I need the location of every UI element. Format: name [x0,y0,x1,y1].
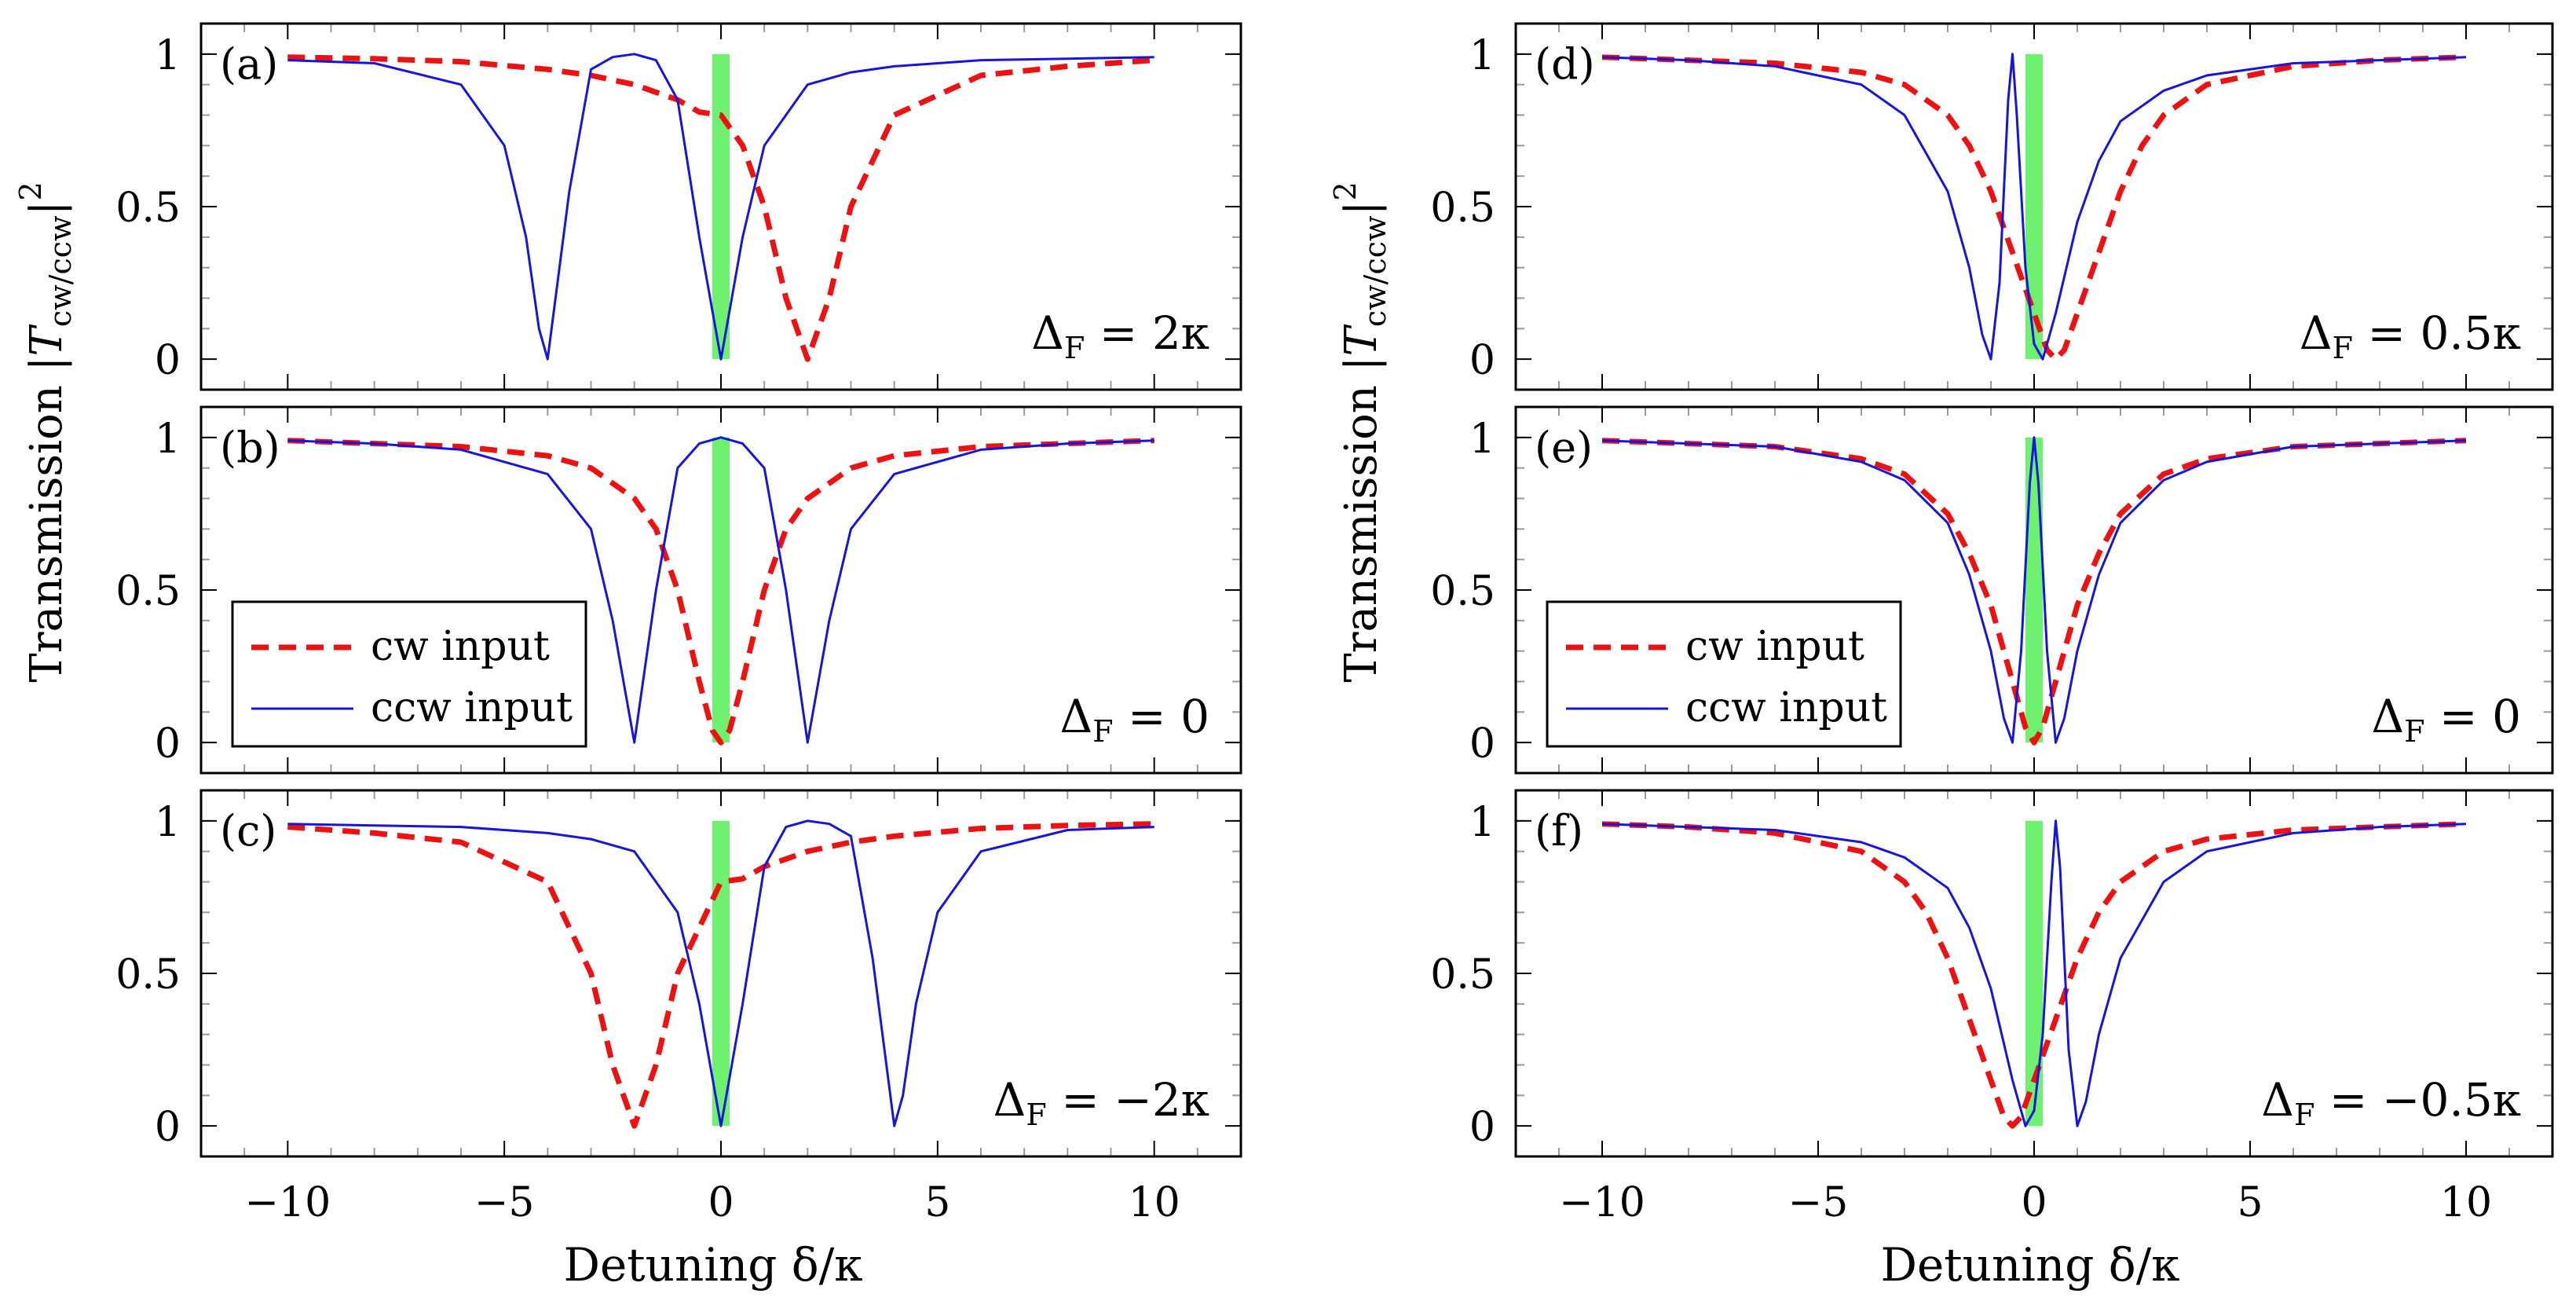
legend-ccw-label: ccw input [1685,684,1887,731]
panels: 0 0.5 1 (a) ΔF = 2κ 0 0.5 1 (b) ΔF = 0 cw input ccw… [115,22,2554,1226]
legend-cw-label: cw input [1685,623,1864,670]
ylabel-right: Transmission |Tcw/ccw|2 [1328,181,1392,682]
ccw-series-line [287,819,1154,1127]
y-tick-label: 1 [1469,416,1495,463]
y-tick-label: 1 [155,416,181,463]
y-tick-label: 0.5 [1430,185,1495,232]
x-tick-label: 5 [2237,1179,2263,1226]
ylabel-left: Transmission |Tcw/ccw|2 [13,181,78,682]
x-tick-label: −10 [1559,1179,1645,1226]
y-tick-label: 0 [155,337,181,384]
cw-series-line [287,438,1154,746]
x-tick-label: −5 [474,1179,535,1226]
delta-f-annotation: ΔF = 0 [2371,690,2521,749]
cw-series-line [287,54,1154,362]
x-tick-label: −5 [1788,1179,1849,1226]
panel-d: 0 0.5 1 (d) ΔF = 0.5κ [1430,22,2554,391]
panel-b: 0 0.5 1 (b) ΔF = 0 cw input ccw input [115,405,1242,775]
xlabel-right: Detuning δ/κ [1880,1238,2179,1292]
y-tick-label: 0.5 [1430,568,1495,615]
delta-f-annotation: ΔF = −0.5κ [2261,1073,2521,1132]
x-tick-label: 10 [1129,1179,1180,1226]
zero-detuning-band [712,437,730,743]
y-tick-label: 0.5 [115,568,181,615]
panel-f: 0 0.5 1 −10 −5 0 5 10 (f) ΔF = −0.5κ [1430,789,2554,1226]
y-tick-label: 0 [155,1104,181,1151]
zero-detuning-band [712,53,730,360]
legend-cw-label: cw input [371,623,550,670]
zero-detuning-band [2025,437,2043,743]
cw-series-line [1601,54,2467,362]
ccw-series-line [287,53,1154,361]
axes-frame [199,789,1242,1158]
xlabel-left: Detuning δ/κ [563,1238,862,1292]
cw-series-line [1601,821,2467,1129]
y-tick-label: 1 [155,32,181,79]
panel-label: (c) [220,806,276,856]
x-tick-label: −10 [244,1179,331,1226]
axes-frame [1514,405,2554,775]
zero-detuning-band [2025,820,2043,1127]
cw-series-line [1601,438,2467,746]
panel-label: (d) [1535,39,1595,89]
panel-a: 0 0.5 1 (a) ΔF = 2κ [115,22,1242,391]
legend-ccw-label: ccw input [371,684,573,731]
ccw-series-line [1601,53,2467,361]
panel-label: (e) [1535,423,1593,472]
axes-frame [199,22,1242,391]
panel-label: (a) [220,39,278,89]
x-tick-label: 0 [708,1179,734,1226]
legend: cw input ccw input [1546,600,1902,748]
axes-frame [199,405,1242,775]
ccw-series-line [1601,436,2467,744]
legend-box [1546,600,1902,748]
x-tick-label: 5 [924,1179,950,1226]
x-tick-label: 10 [2440,1179,2492,1226]
axes-frame [1514,789,2554,1158]
panel-c: 0 0.5 1 −10 −5 0 5 10 (c) ΔF = −2κ [115,789,1242,1226]
y-tick-label: 1 [1469,32,1495,79]
delta-f-annotation: ΔF = 2κ [1031,306,1209,365]
legend-box [231,600,587,748]
panel-label: (b) [220,423,280,472]
zero-detuning-band [2025,53,2043,360]
y-tick-label: 0 [1469,337,1495,384]
cw-series-line [287,821,1154,1129]
ccw-series-line [287,436,1154,744]
delta-f-annotation: ΔF = 0 [1059,690,1209,749]
y-tick-label: 0 [1469,1104,1495,1151]
delta-f-annotation: ΔF = −2κ [993,1073,1210,1132]
y-tick-label: 0.5 [1430,951,1495,999]
delta-f-annotation: ΔF = 0.5κ [2300,306,2521,365]
y-tick-label: 1 [1469,799,1495,846]
y-tick-label: 0.5 [115,951,181,999]
legend: cw input ccw input [231,600,587,748]
x-tick-label: 0 [2021,1179,2047,1226]
panel-label: (f) [1535,806,1583,856]
axes-frame [1514,22,2554,391]
zero-detuning-band [712,820,730,1127]
y-tick-label: 1 [155,799,181,846]
ccw-series-line [1601,819,2467,1127]
y-tick-label: 0.5 [115,185,181,232]
y-tick-label: 0 [155,720,181,768]
panel-e: 0 0.5 1 (e) ΔF = 0 cw input ccw input [1430,405,2554,775]
y-tick-label: 0 [1469,720,1495,768]
